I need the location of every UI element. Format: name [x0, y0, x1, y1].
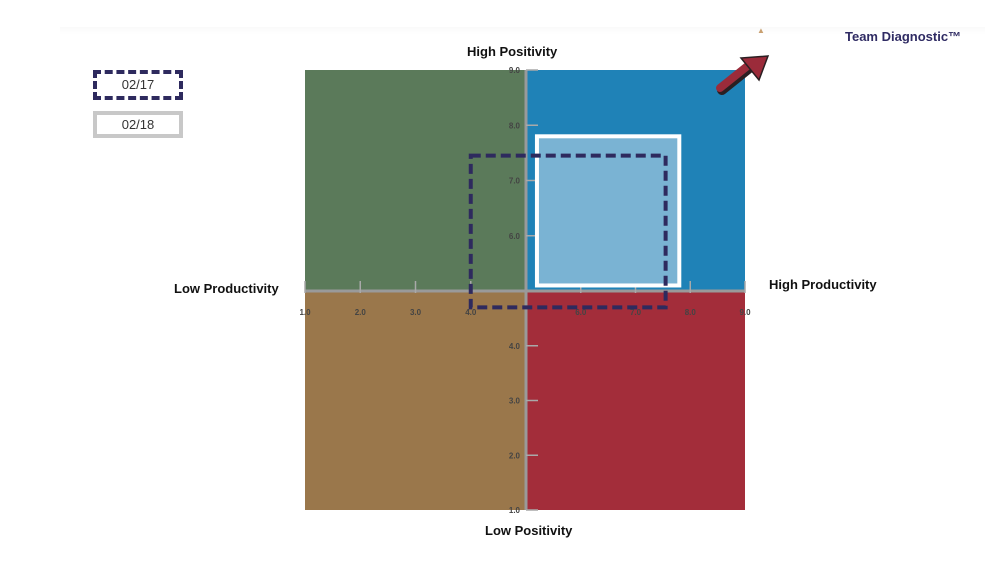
x-tick-label: 8.0: [685, 308, 697, 317]
header-band: [60, 27, 985, 35]
y-tick-label: 1.0: [509, 506, 521, 515]
x-tick-label: 4.0: [465, 308, 477, 317]
y-axis-label-bottom: Low Positivity: [485, 523, 573, 538]
trend-arrow-icon: [716, 55, 770, 95]
y-tick-label: 7.0: [509, 177, 521, 186]
y-axis-label-top: High Positivity: [467, 44, 558, 59]
legend-item-0218[interactable]: 02/18: [93, 111, 183, 138]
x-tick-label: 3.0: [410, 308, 422, 317]
quadrant-low-productivity-low-positivity: [305, 291, 526, 510]
y-tick-label: 8.0: [509, 121, 521, 130]
y-tick-label: 9.0: [509, 66, 521, 75]
quadrant-low-productivity-high-positivity: [305, 70, 526, 291]
x-axis-label-right: High Productivity: [769, 277, 877, 292]
y-tick-label: 6.0: [509, 232, 521, 241]
x-tick-label: 6.0: [575, 308, 587, 317]
quadrant-high-productivity-low-positivity: [526, 291, 745, 510]
x-tick-label: 1.0: [299, 308, 311, 317]
series-box-0217: [468, 153, 668, 310]
x-tick-label: 2.0: [355, 308, 367, 317]
x-axis-label-left: Low Productivity: [174, 281, 279, 296]
brand-title: Team Diagnostic™: [845, 29, 962, 44]
series-box-0218: [534, 134, 682, 288]
legend-item-0217[interactable]: 02/17: [93, 70, 183, 100]
y-tick-label: 4.0: [509, 342, 521, 351]
x-tick-label: 7.0: [630, 308, 642, 317]
y-tick-label: 3.0: [509, 397, 521, 406]
x-tick-label: 9.0: [739, 308, 751, 317]
y-tick-label: 2.0: [509, 451, 521, 460]
brand-mark-icon: ▲: [757, 26, 765, 35]
